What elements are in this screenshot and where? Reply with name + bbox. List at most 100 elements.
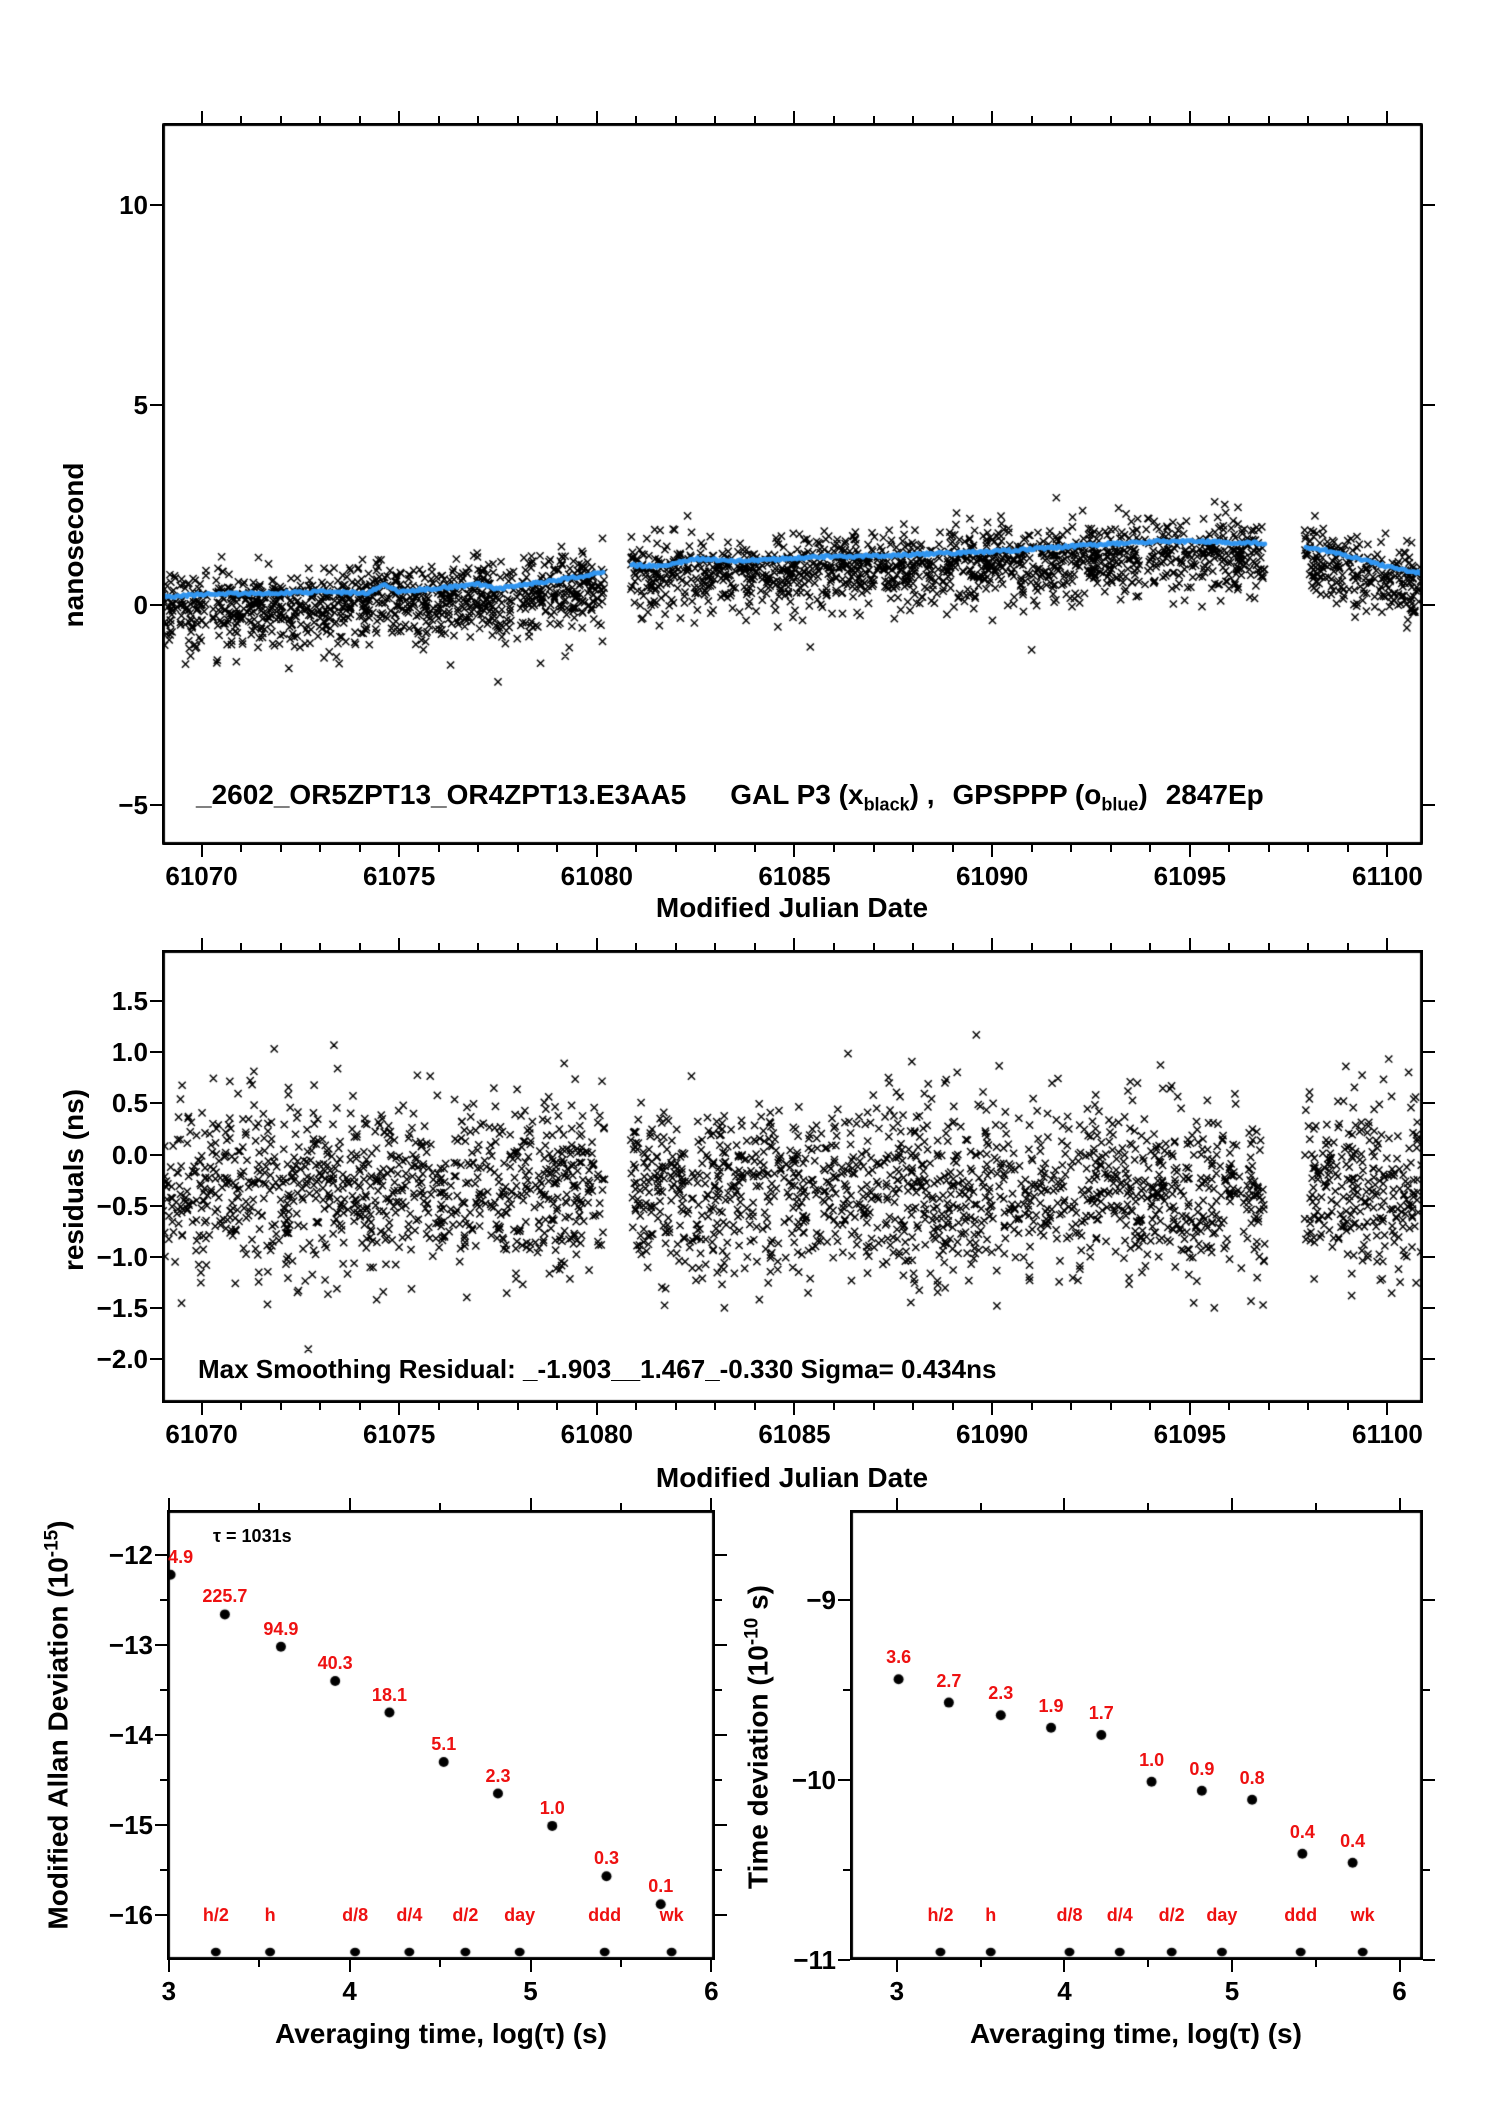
y-tick-label: −1.0 bbox=[96, 1241, 148, 1272]
x-minor-tick bbox=[635, 1403, 638, 1410]
x-major-tick bbox=[595, 1403, 598, 1415]
x-minor-tick bbox=[556, 1403, 559, 1410]
x-major-tick bbox=[348, 1960, 351, 1972]
x-major-tick bbox=[200, 1403, 203, 1415]
x-minor-tick bbox=[1228, 845, 1231, 852]
x-major-tick bbox=[793, 845, 796, 857]
smoothing-residual-annotation: Max Smoothing Residual: _-1.903__1.467_-… bbox=[198, 1354, 997, 1384]
x-major-tick bbox=[1231, 1960, 1233, 1972]
tau-mark-label: h/2 bbox=[202, 1905, 229, 1925]
y-tick-label: −1.5 bbox=[96, 1292, 148, 1323]
y-tick-label: −13 bbox=[108, 1630, 153, 1660]
x-major-tick bbox=[1398, 1960, 1401, 1972]
x-minor-tick bbox=[279, 116, 282, 123]
x-minor-tick bbox=[833, 943, 835, 950]
y-tick-label: 1.5 bbox=[111, 986, 148, 1017]
title-series1-close: ) , bbox=[909, 779, 935, 810]
x-minor-tick bbox=[358, 1403, 361, 1410]
x-minor-tick bbox=[477, 943, 480, 950]
time-deviation-value-label: 2.3 bbox=[988, 1683, 1014, 1704]
y-major-tick bbox=[1423, 1000, 1435, 1003]
modified-allan-deviation-value-label: 2.3 bbox=[485, 1765, 511, 1786]
tau-mark-label: ddd bbox=[588, 1905, 622, 1925]
time-deviation-value-label: 1.0 bbox=[1139, 1749, 1165, 1770]
x-major-tick bbox=[793, 938, 796, 950]
x-minor-tick bbox=[1109, 116, 1112, 123]
tau-mark-label: d/2 bbox=[452, 1905, 479, 1925]
x-major-tick bbox=[991, 111, 994, 123]
x-major-tick bbox=[1386, 111, 1389, 123]
x-major-tick bbox=[167, 1960, 170, 1972]
x-minor-tick bbox=[516, 943, 519, 950]
y-minor-tick bbox=[843, 1689, 850, 1691]
y-minor-tick bbox=[160, 1599, 167, 1601]
x-minor-tick bbox=[912, 845, 915, 852]
x-minor-tick bbox=[358, 116, 361, 123]
tau-mark-label: d/4 bbox=[1106, 1905, 1133, 1925]
x-minor-tick bbox=[872, 943, 875, 950]
x-minor-tick bbox=[437, 1403, 440, 1410]
y-minor-tick bbox=[843, 1869, 850, 1871]
x-minor-tick bbox=[979, 1960, 982, 1967]
y-major-tick bbox=[155, 1644, 167, 1646]
x-tick-label: 61085 bbox=[758, 861, 831, 891]
y-tick-label: −5 bbox=[118, 790, 148, 820]
x-minor-tick bbox=[714, 1403, 717, 1410]
y-minor-tick bbox=[715, 1689, 722, 1691]
y-tick-label: −2.0 bbox=[96, 1344, 148, 1375]
y-major-tick bbox=[1423, 1255, 1435, 1258]
x-minor-tick bbox=[951, 1403, 954, 1410]
x-minor-tick bbox=[753, 1403, 756, 1410]
title-series1-label: GAL P3 (x bbox=[730, 779, 864, 810]
x-minor-tick bbox=[279, 943, 282, 950]
y-major-tick bbox=[155, 1554, 167, 1556]
tau-mark-label: h bbox=[264, 1905, 276, 1925]
x-minor-tick bbox=[477, 1403, 480, 1410]
y-major-tick bbox=[1423, 1358, 1435, 1361]
phase-plot-area: _2602_OR5ZPT13_OR4ZPT13.E3AA5 GAL P3 (xbl… bbox=[118, 111, 1435, 891]
x-tick-label: 5 bbox=[1224, 1976, 1240, 2006]
tau-mark-label: ddd bbox=[1284, 1905, 1318, 1925]
x-tick-label: 61095 bbox=[1153, 861, 1226, 891]
x-major-tick bbox=[1386, 1403, 1389, 1415]
tau-mark-label: h/2 bbox=[927, 1905, 954, 1925]
modified-allan-deviation-value-label: 18.1 bbox=[371, 1684, 407, 1705]
x-minor-tick bbox=[1070, 943, 1073, 950]
x-major-tick bbox=[398, 1403, 401, 1415]
x-minor-tick bbox=[279, 845, 282, 852]
x-minor-tick bbox=[1109, 1403, 1112, 1410]
y-major-tick bbox=[150, 1051, 162, 1054]
x-minor-tick bbox=[714, 943, 717, 950]
x-major-tick bbox=[348, 1498, 351, 1510]
x-major-tick bbox=[1188, 845, 1191, 857]
time-deviation-value-label: 3.6 bbox=[886, 1647, 912, 1668]
x-minor-tick bbox=[240, 943, 243, 950]
x-major-tick bbox=[895, 1960, 898, 1972]
x-major-tick bbox=[1386, 845, 1389, 857]
x-minor-tick bbox=[516, 845, 519, 852]
time-deviation-value-label: 1.9 bbox=[1038, 1695, 1064, 1716]
x-minor-tick bbox=[1070, 1403, 1073, 1410]
x-minor-tick bbox=[1346, 845, 1349, 852]
y-major-tick bbox=[838, 1779, 850, 1781]
residuals-plot-area: Max Smoothing Residual: _-1.903__1.467_-… bbox=[97, 938, 1435, 1449]
x-major-tick bbox=[1386, 938, 1389, 950]
x-major-tick bbox=[793, 1403, 796, 1415]
x-minor-tick bbox=[912, 1403, 915, 1410]
x-minor-tick bbox=[912, 943, 915, 950]
y-major-tick bbox=[150, 404, 162, 406]
x-minor-tick bbox=[439, 1503, 442, 1510]
x-minor-tick bbox=[1346, 1403, 1349, 1410]
x-major-tick bbox=[1188, 1403, 1191, 1415]
x-minor-tick bbox=[1346, 943, 1349, 950]
y-major-tick bbox=[715, 1734, 727, 1736]
y-major-tick bbox=[150, 1204, 162, 1207]
x-minor-tick bbox=[619, 1960, 622, 1967]
x-minor-tick bbox=[951, 845, 954, 852]
x-minor-tick bbox=[437, 116, 440, 123]
mdev-plot-area: τ = 1031s 3 4 5 6 −12 −13 −14 −15 −16 4.9 225.7 94.… bbox=[109, 1498, 727, 2006]
x-minor-tick bbox=[872, 845, 875, 852]
tau-mark-label: d/4 bbox=[396, 1905, 423, 1925]
title-series2-subscript: blue bbox=[1101, 794, 1139, 815]
x-tick-label: 61075 bbox=[363, 861, 436, 891]
